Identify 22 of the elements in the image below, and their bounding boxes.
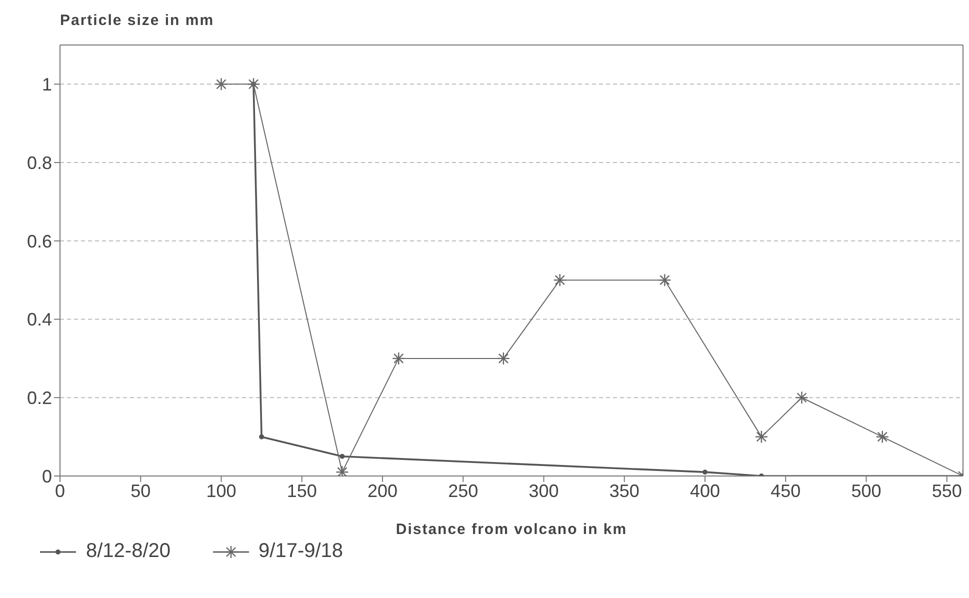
x-tick-label: 150 xyxy=(286,480,317,501)
y-axis-title: Particle size in mm xyxy=(60,12,214,29)
x-axis-title: Distance from volcano in km xyxy=(396,521,628,538)
x-tick-label: 300 xyxy=(528,480,559,501)
y-tick-label: 0.8 xyxy=(26,152,52,173)
x-tick-label: 500 xyxy=(851,480,882,501)
x-tick-label: 450 xyxy=(770,480,801,501)
x-tick-label: 550 xyxy=(932,480,962,501)
x-tick-label: 50 xyxy=(130,480,151,501)
y-tick-label: 0 xyxy=(42,466,52,486)
y-tick-label: 0.4 xyxy=(26,310,52,330)
y-tick-label: 1 xyxy=(42,74,52,95)
x-tick-label: 100 xyxy=(206,480,236,501)
x-tick-label: 400 xyxy=(690,480,720,501)
y-tick-label: 0.2 xyxy=(26,388,52,408)
legend-label: 9/17-9/18 xyxy=(258,540,344,563)
x-tick-label: 200 xyxy=(367,480,398,501)
x-tick-label: 0 xyxy=(54,480,66,501)
x-tick-label: 350 xyxy=(609,480,640,501)
y-tick-label: 0.6 xyxy=(26,231,52,252)
legend-label: 8/12-8/20 xyxy=(86,540,171,563)
x-tick-label: 250 xyxy=(448,480,478,501)
